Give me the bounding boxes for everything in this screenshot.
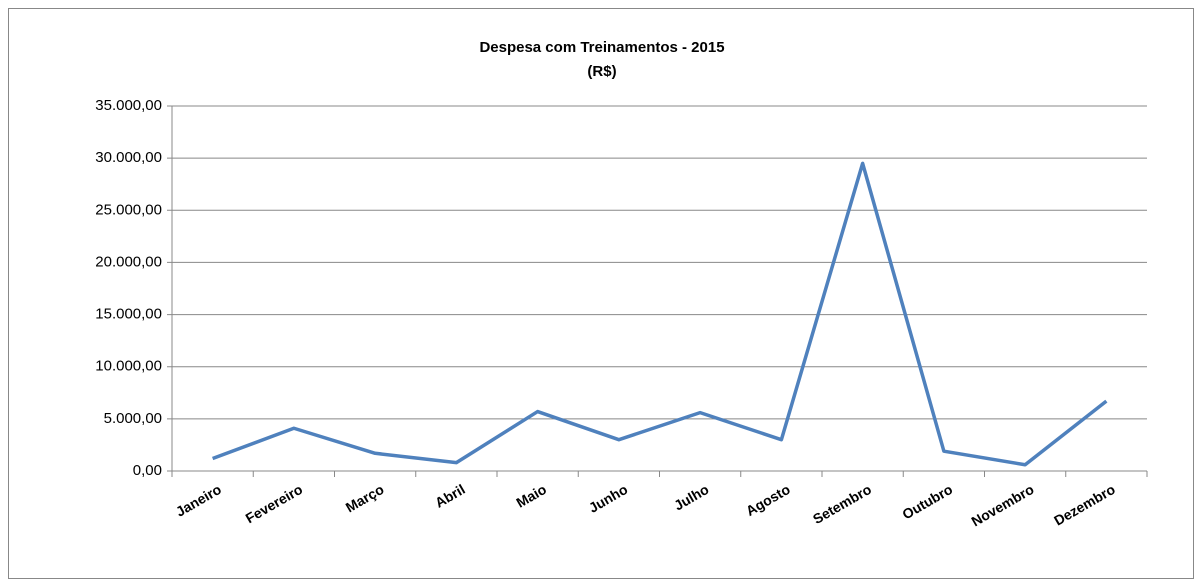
chart-subtitle: (R$) [587,63,616,80]
data-line [212,161,1108,467]
y-tick-label: 0,00 [133,462,162,479]
y-tick-label: 30.000,00 [95,149,162,166]
chart-border [8,8,1194,579]
y-tick-label: 20.000,00 [95,253,162,270]
y-tick-label: 15.000,00 [95,306,162,323]
y-tick-label: 5.000,00 [104,410,162,427]
chart-title: Despesa com Treinamentos - 2015 [479,39,724,56]
y-tick-label: 35.000,00 [95,97,162,114]
y-tick-label: 25.000,00 [95,201,162,218]
y-tick-label: 10.000,00 [95,358,162,375]
